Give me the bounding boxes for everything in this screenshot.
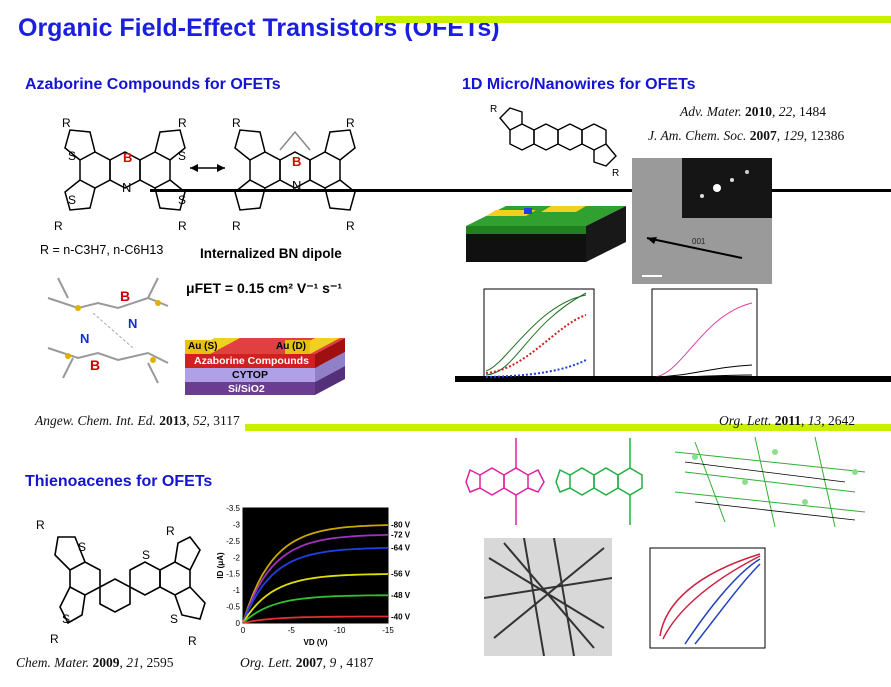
svg-text:R: R [346,116,355,130]
series-label: -48 V [391,591,411,600]
nanowire-device-diagram [466,206,626,262]
svg-text:S: S [68,149,76,163]
svg-text:B: B [90,357,100,373]
device-semiconductor: Azaborine Compounds [194,355,309,367]
crystal-packing-image: B N N B [47,277,169,384]
device-dielectric: CYTOP [232,369,268,381]
svg-text:N: N [292,178,301,193]
y-tick-label: -3.5 [226,504,240,513]
svg-text:S: S [62,612,70,626]
series-label: -56 V [391,570,411,579]
thiadiazole-molecules [465,438,643,525]
series-label: -72 V [391,530,411,539]
output-curve-plot [651,288,758,380]
svg-text:R: R [54,219,63,233]
lime-bar-mid [245,424,891,431]
device-drain: Au (D) [276,341,306,352]
svg-text:R: R [232,219,241,233]
device-source: Au (S) [188,341,218,352]
series-line [242,534,389,624]
svg-text:S: S [170,612,178,626]
y-tick-label: -1.5 [226,570,240,579]
lime-bar-top [376,16,891,23]
svg-text:N: N [122,180,131,195]
ref-jacs: J. Am. Chem. Soc. 2007, 129, 12386 [648,128,845,143]
thienoacene-molecule: R R R R S S S S [36,518,206,648]
svg-text:R: R [50,632,59,646]
series-line [242,573,389,624]
series-line [242,615,388,624]
azaborine-structures: B N B N R R R R R R R R S S S S [54,116,356,233]
svg-text:S: S [142,548,150,562]
svg-text:B: B [120,288,130,304]
y-tick-label: -0.5 [226,603,240,612]
y-tick-label: -2 [233,553,241,562]
x-tick-label: -5 [288,626,296,635]
sem-image [484,538,612,656]
svg-text:R: R [346,219,355,233]
x-tick-label: 0 [241,626,246,635]
section-thienoacenes: Thienoacenes for OFETs [25,473,213,490]
r-definition: R = n-C3H7, n-C6H13 [40,243,164,257]
device-substrate: Si/SiO2 [228,383,265,395]
svg-text:R: R [178,219,187,233]
y-tick-label: -3 [233,520,241,529]
svg-text:R: R [62,116,71,130]
transfer-curve-plot [483,288,595,380]
series-label: -64 V [391,543,411,552]
svg-text:S: S [178,193,186,207]
artifact-band-1 [150,189,891,192]
tem-image: 001 [632,158,772,284]
y-axis-label: ID (μA) [216,552,225,579]
ref-chem-mater: Chem. Mater. 2009, 21, 2595 [16,655,174,670]
ref-angew: Angew. Chem. Int. Ed. 2013, 52, 3117 [35,413,240,428]
svg-text:N: N [80,331,89,346]
ref-org-lett-2007: Org. Lett. 2007, 9 , 4187 [240,655,374,670]
ref-adv-mater: Adv. Mater. 2010, 22, 1484 [680,104,826,119]
series-line [242,547,389,624]
mobility-label: μFET = 0.15 cm² V⁻¹ s⁻¹ [186,280,343,296]
nanowire-molecule: RR [490,104,619,179]
svg-text:R: R [612,168,619,179]
output-characteristics-chart: 0 -0.5 -1 -1.5 -2 -2.5 -3 -3.5 0 -5 -10 -15 VD (V) ID… [216,504,411,647]
svg-text:N: N [128,316,137,331]
svg-text:S: S [178,149,186,163]
section-nanowires: 1D Micro/Nanowires for OFETs [462,76,696,93]
x-axis-label: VD (V) [304,638,328,647]
x-tick-label: -10 [334,626,346,635]
svg-text:R: R [490,104,497,115]
svg-text:R: R [178,116,187,130]
crystal-packing-green [674,436,866,528]
y-tick-label: -2.5 [226,537,240,546]
series-label: -80 V [391,520,411,529]
svg-text:R: R [232,116,241,130]
y-tick-label: 0 [236,619,241,628]
bn-dipole-label: Internalized BN dipole [200,246,342,261]
series-line [242,524,389,624]
svg-text:R: R [166,524,175,538]
x-tick-label: -15 [382,626,394,635]
svg-text:R: R [36,518,45,532]
section-azaborine: Azaborine Compounds for OFETs [25,76,281,93]
svg-text:R: R [188,634,197,648]
bottom-transfer-curve [649,547,766,649]
series-line [242,594,388,624]
y-tick-label: -1 [233,586,241,595]
azaborine-device-diagram [185,338,345,395]
series-label: -40 V [391,612,411,621]
svg-text:S: S [68,193,76,207]
svg-text:001: 001 [692,237,706,246]
ref-org-lett-2011: Org. Lett. 2011, 13, 2642 [719,413,856,428]
svg-text:B: B [292,154,301,169]
plot-area [242,507,389,624]
svg-text:S: S [78,540,86,554]
svg-text:B: B [123,150,132,165]
